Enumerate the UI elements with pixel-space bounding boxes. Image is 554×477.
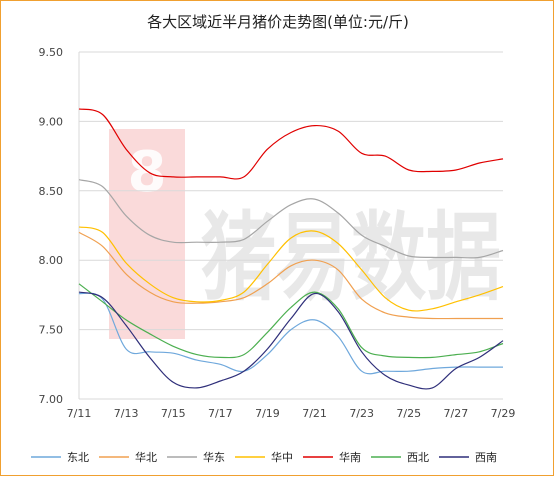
y-tick-label: 9.00	[39, 115, 64, 128]
x-axis: 7/11 7/13 7/15 7/17 7/19 7/21 7/23 7/25 7/27 7/29	[67, 407, 516, 420]
x-tick-label: 7/27	[444, 407, 469, 420]
legend-label: 东北	[67, 451, 89, 464]
legend-label: 华北	[135, 450, 157, 464]
y-tick-label: 7.00	[39, 393, 64, 406]
legend-label: 华东	[203, 450, 225, 464]
x-tick-label: 7/19	[255, 407, 280, 420]
legend-label: 西南	[475, 451, 497, 464]
x-tick-label: 7/25	[396, 407, 421, 420]
series-line-西南	[78, 291, 504, 390]
x-tick-label: 7/21	[302, 407, 327, 420]
x-tick-label: 7/17	[208, 407, 233, 420]
y-tick-label: 8.00	[39, 254, 64, 267]
series-line-西北	[78, 283, 504, 359]
legend-label: 华南	[339, 450, 361, 464]
x-tick-label: 7/11	[67, 407, 92, 420]
series-lines	[78, 108, 504, 390]
series-line-华南	[78, 108, 504, 180]
y-tick-label: 7.50	[39, 324, 64, 337]
legend-label: 华中	[271, 450, 293, 464]
series-line-东北	[78, 292, 503, 375]
x-tick-label: 7/15	[161, 407, 186, 420]
series-line-华中	[78, 226, 504, 312]
x-tick-label: 7/13	[114, 407, 139, 420]
series-line-华东	[78, 179, 504, 259]
legend-label: 西北	[407, 451, 429, 464]
watermark-logo-mark: 8	[128, 140, 167, 205]
chart-title: 各大区域近半月猪价走势图(单位:元/斤)	[147, 13, 409, 31]
grid-lines	[79, 51, 503, 400]
y-tick-label: 8.50	[39, 185, 64, 198]
legend: 东北 华北 华东 华中 华南 西北 西南	[31, 450, 497, 464]
x-tick-label: 7/29	[491, 407, 516, 420]
y-tick-label: 9.50	[39, 46, 64, 59]
y-axis: 7.00 7.50 8.00 8.50 9.00 9.50	[39, 46, 80, 406]
x-tick-label: 7/23	[349, 407, 374, 420]
series-line-华北	[78, 231, 503, 320]
